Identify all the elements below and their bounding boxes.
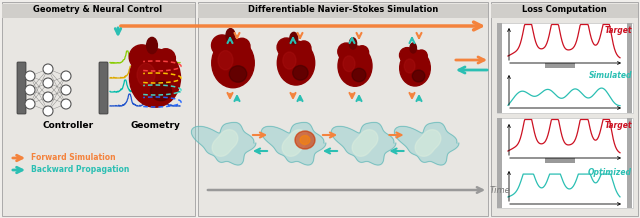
Ellipse shape <box>147 37 157 54</box>
Text: Differentiable Navier-Stokes Simulation: Differentiable Navier-Stokes Simulation <box>248 5 438 15</box>
Text: Simulated: Simulated <box>589 71 632 80</box>
Ellipse shape <box>400 50 430 86</box>
FancyBboxPatch shape <box>497 118 633 208</box>
Circle shape <box>25 85 35 95</box>
FancyBboxPatch shape <box>2 2 195 216</box>
FancyBboxPatch shape <box>497 23 502 113</box>
Circle shape <box>25 71 35 81</box>
Text: Target: Target <box>605 121 632 130</box>
Polygon shape <box>332 122 396 165</box>
Text: Geometry: Geometry <box>130 121 180 130</box>
Text: Backward Propagation: Backward Propagation <box>31 165 129 174</box>
FancyBboxPatch shape <box>2 4 195 18</box>
Polygon shape <box>212 130 238 156</box>
Ellipse shape <box>356 46 369 59</box>
Text: Target: Target <box>605 26 632 35</box>
Circle shape <box>43 106 53 116</box>
Text: Forward Simulation: Forward Simulation <box>31 153 116 162</box>
Ellipse shape <box>300 136 310 145</box>
FancyBboxPatch shape <box>545 63 575 68</box>
Ellipse shape <box>352 68 366 82</box>
Text: Loss Computation: Loss Computation <box>522 5 606 15</box>
FancyBboxPatch shape <box>17 62 26 114</box>
FancyBboxPatch shape <box>497 118 502 208</box>
FancyBboxPatch shape <box>627 118 632 208</box>
Ellipse shape <box>290 32 298 45</box>
Ellipse shape <box>218 51 233 70</box>
Ellipse shape <box>410 43 417 53</box>
Ellipse shape <box>338 43 355 60</box>
Ellipse shape <box>156 49 175 68</box>
Circle shape <box>25 99 35 109</box>
FancyBboxPatch shape <box>198 4 488 18</box>
Ellipse shape <box>404 59 415 73</box>
Polygon shape <box>352 130 378 156</box>
Ellipse shape <box>412 70 425 82</box>
Ellipse shape <box>277 38 296 57</box>
Ellipse shape <box>295 131 315 149</box>
Ellipse shape <box>212 38 254 88</box>
Text: Optimized: Optimized <box>588 168 632 177</box>
Ellipse shape <box>292 65 308 80</box>
Ellipse shape <box>129 45 154 70</box>
Ellipse shape <box>129 49 180 107</box>
FancyBboxPatch shape <box>627 23 632 113</box>
FancyBboxPatch shape <box>198 2 488 216</box>
FancyBboxPatch shape <box>545 158 575 163</box>
Circle shape <box>61 71 71 81</box>
Ellipse shape <box>343 56 355 72</box>
Polygon shape <box>191 122 256 165</box>
FancyBboxPatch shape <box>497 23 633 113</box>
FancyBboxPatch shape <box>99 62 108 114</box>
Ellipse shape <box>137 63 155 86</box>
FancyBboxPatch shape <box>491 4 638 18</box>
Ellipse shape <box>150 81 172 101</box>
Ellipse shape <box>338 46 372 86</box>
Ellipse shape <box>399 48 415 63</box>
Ellipse shape <box>297 41 311 56</box>
Ellipse shape <box>349 38 356 49</box>
Ellipse shape <box>416 50 428 62</box>
Circle shape <box>61 85 71 95</box>
Circle shape <box>61 99 71 109</box>
Polygon shape <box>415 130 441 156</box>
Ellipse shape <box>226 29 235 42</box>
Ellipse shape <box>277 41 315 85</box>
Text: Controller: Controller <box>42 121 93 130</box>
Circle shape <box>43 78 53 88</box>
FancyBboxPatch shape <box>491 2 638 216</box>
Text: Time: Time <box>490 186 511 194</box>
Text: Geometry & Neural Control: Geometry & Neural Control <box>33 5 163 15</box>
Circle shape <box>43 92 53 102</box>
Polygon shape <box>394 122 459 165</box>
Ellipse shape <box>229 66 247 82</box>
Circle shape <box>43 64 53 74</box>
Polygon shape <box>282 130 308 156</box>
Polygon shape <box>261 122 326 165</box>
Ellipse shape <box>283 52 296 69</box>
Ellipse shape <box>211 35 232 56</box>
Ellipse shape <box>234 38 250 55</box>
